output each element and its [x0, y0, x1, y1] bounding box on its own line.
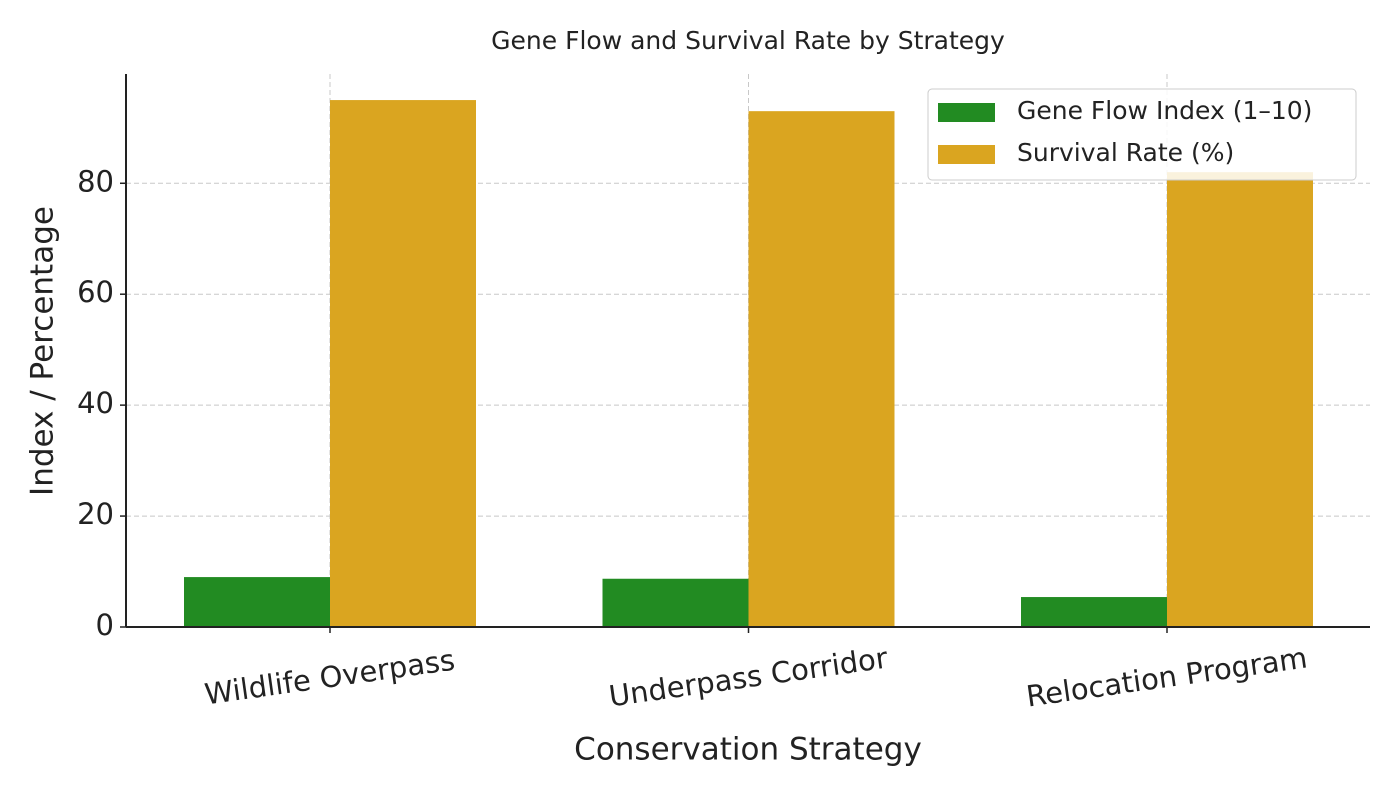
y-tick-label: 60: [77, 275, 114, 309]
y-tick-label: 80: [77, 164, 114, 198]
legend-box: [927, 88, 1357, 181]
x-tick-label: Underpass Corridor: [607, 641, 890, 714]
legend-label: Gene Flow Index (1–10): [1017, 96, 1312, 125]
y-tick-label: 40: [77, 386, 114, 420]
y-tick-label: 0: [96, 608, 114, 642]
y-tick-label: 20: [77, 497, 114, 531]
legend-swatch: [938, 145, 995, 164]
x-tick-label: Wildlife Overpass: [203, 643, 457, 712]
x-axis-label: Conservation Strategy: [574, 732, 922, 768]
chart-title: Gene Flow and Survival Rate by Strategy: [491, 26, 1005, 55]
bar: [184, 577, 330, 627]
bar: [1167, 172, 1313, 627]
bar: [602, 578, 749, 627]
y-axis-label: Index / Percentage: [25, 206, 61, 496]
x-tick-label: Relocation Program: [1024, 640, 1309, 713]
legend: Gene Flow Index (1–10) Survival Rate (%): [927, 88, 1357, 181]
bar: [1021, 597, 1167, 627]
legend-swatch: [938, 103, 995, 122]
bar: [748, 111, 895, 628]
legend-label: Survival Rate (%): [1017, 138, 1234, 167]
bar: [330, 100, 476, 627]
